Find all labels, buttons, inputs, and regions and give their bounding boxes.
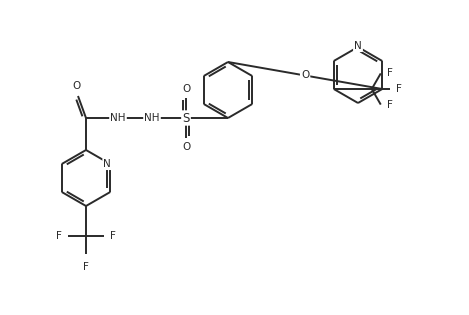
Text: O: O — [301, 71, 309, 81]
Text: O: O — [72, 81, 80, 91]
Text: S: S — [182, 112, 189, 124]
Text: F: F — [396, 84, 401, 94]
Text: NH: NH — [110, 113, 126, 123]
Text: O: O — [182, 84, 190, 94]
Text: O: O — [182, 142, 190, 152]
Text: F: F — [110, 231, 116, 241]
Text: NH: NH — [144, 113, 160, 123]
Text: F: F — [387, 100, 393, 110]
Text: N: N — [354, 41, 362, 51]
Text: F: F — [83, 262, 89, 272]
Text: F: F — [56, 231, 62, 241]
Text: N: N — [103, 159, 111, 169]
Text: F: F — [387, 68, 393, 78]
